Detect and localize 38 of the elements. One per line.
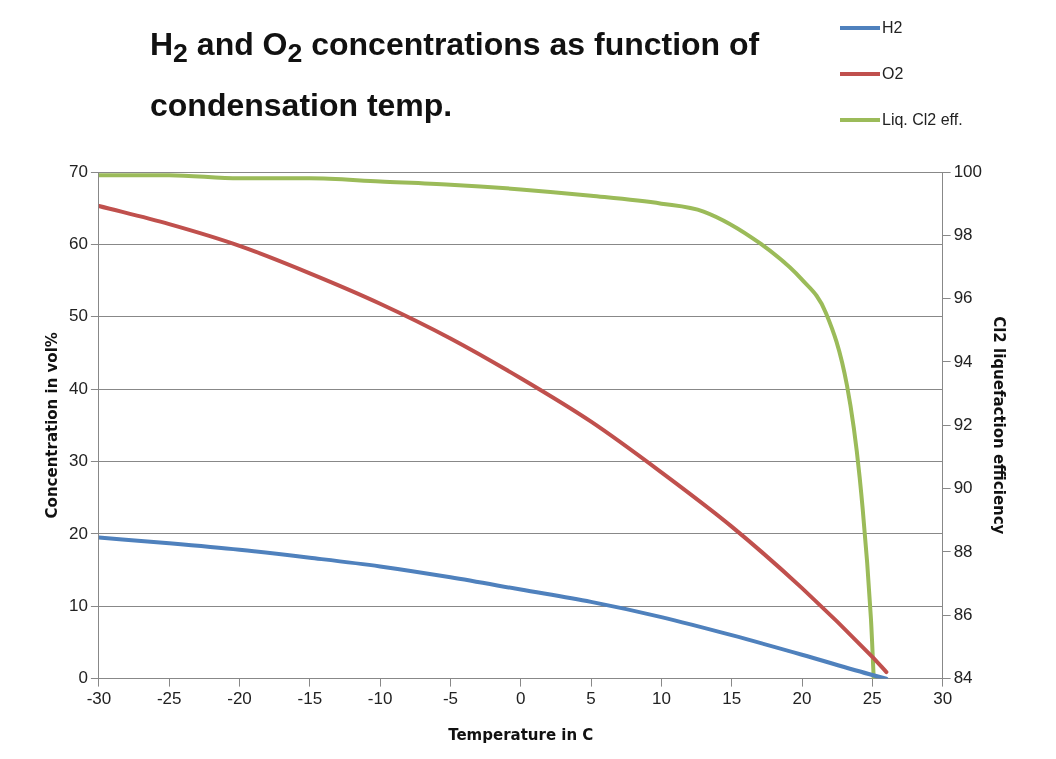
y-axis-title: Concentration in vol% [42,332,61,519]
chart-title: H$_{2}$ and O$_{2}$ concentrations as function of condensation temp. [150,25,761,126]
legend-label: H2 [882,19,903,37]
legend-label: O2 [882,65,904,83]
y2-tick-label: 90 [953,478,973,498]
x-tick-label: 20 [792,689,812,709]
legend-label: Liq. Cl2 eff. [882,111,963,129]
y-tick-label: 10 [68,595,88,615]
y2-tick-label: 94 [953,351,973,371]
y2-tick-label: 96 [953,288,973,308]
x-tick-label: 0 [516,689,526,709]
x-tick-label: 15 [722,689,742,709]
y-tick-label: 0 [78,668,88,688]
y2-tick-label: 88 [953,541,973,561]
x-tick-label: -25 [156,689,182,709]
x-tick-label: -15 [297,689,323,709]
y2-tick-label: 84 [953,668,973,688]
y2-tick-label: 86 [953,604,973,624]
y-tick-label: 60 [68,234,88,254]
y-tick-label: 70 [68,161,88,181]
x-tick-label: -30 [86,689,112,709]
x-tick-label: 10 [651,689,671,709]
y-tick-label: 20 [68,523,88,543]
x-tick-label: -20 [227,689,252,709]
y2-tick-label: 92 [953,414,973,434]
y2-tick-label: 100 [953,161,983,181]
y-tick-label: 50 [68,306,88,326]
y2-axis-title: Cl2 liquefaction efficiency [990,316,1009,535]
x-tick-label: 30 [933,689,953,709]
x-axis-title: Temperature in C [448,725,594,744]
x-tick-label: 5 [586,689,596,709]
x-tick-label: 25 [862,689,882,709]
x-tick-label: -5 [442,689,459,709]
line-series [98,535,889,679]
y-tick-label: 30 [68,451,88,471]
y-tick-label: 40 [68,378,88,398]
y2-tick-label: 98 [953,225,973,245]
x-tick-label: -10 [367,689,393,709]
